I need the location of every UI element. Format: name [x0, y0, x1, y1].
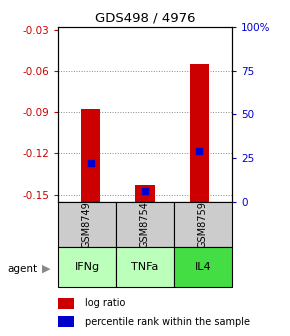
Bar [81, 110, 100, 202]
Bar [135, 185, 155, 202]
Text: IFNg: IFNg [75, 262, 99, 272]
Text: ▶: ▶ [42, 264, 50, 274]
Title: GDS498 / 4976: GDS498 / 4976 [95, 11, 195, 24]
Bar [116, 202, 174, 247]
Text: log ratio: log ratio [85, 298, 126, 308]
Bar [174, 202, 232, 247]
Bar [58, 247, 116, 287]
Bar [58, 298, 74, 309]
Text: TNFa: TNFa [131, 262, 159, 272]
Text: percentile rank within the sample: percentile rank within the sample [85, 317, 250, 327]
Bar [190, 64, 209, 202]
Text: GSM8749: GSM8749 [82, 201, 92, 248]
Text: GSM8759: GSM8759 [198, 201, 208, 248]
Bar [174, 247, 232, 287]
Text: GSM8754: GSM8754 [140, 201, 150, 248]
Bar [58, 202, 116, 247]
Bar [116, 247, 174, 287]
Text: IL4: IL4 [195, 262, 211, 272]
Text: agent: agent [7, 264, 37, 274]
Bar [58, 316, 74, 327]
